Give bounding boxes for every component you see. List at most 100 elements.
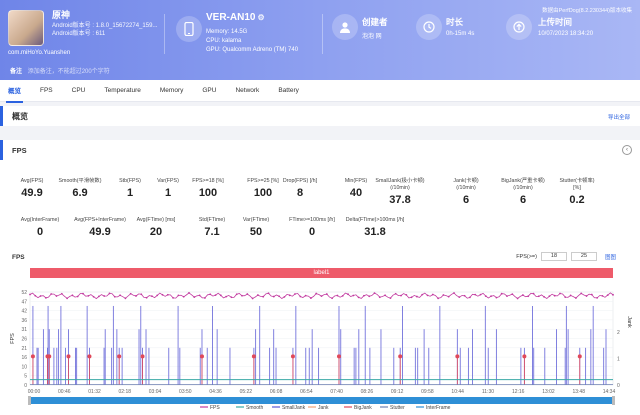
app-avatar bbox=[8, 10, 44, 46]
fps-point bbox=[564, 296, 567, 299]
right-tick-label: 0 bbox=[617, 383, 620, 389]
fps-point bbox=[559, 292, 561, 295]
fps-point bbox=[378, 296, 381, 299]
threshold-input-b[interactable]: 25 bbox=[570, 252, 597, 261]
apply-link[interactable]: 图图 bbox=[604, 254, 616, 261]
tab-temperature[interactable]: Temperature bbox=[104, 87, 141, 94]
fps-point bbox=[55, 295, 58, 297]
fps-point bbox=[416, 295, 418, 298]
legend-label: BigJank bbox=[354, 405, 372, 411]
y-tick-label: 16 bbox=[21, 355, 27, 361]
metric-fps-18: FPS>=18 [%] 100 bbox=[178, 178, 238, 199]
fps-point bbox=[66, 297, 68, 300]
tab-fps[interactable]: FPS bbox=[40, 87, 53, 94]
bigjank-marker bbox=[87, 354, 92, 359]
fps-point bbox=[225, 295, 228, 298]
fps-point bbox=[119, 294, 121, 297]
fps-point bbox=[484, 295, 487, 297]
y-tick-label: 52 bbox=[21, 290, 27, 296]
metric-stb: Stb(FPS) 1 bbox=[100, 178, 160, 199]
app-info: 原神 Android版本号 : 1.8.0_15672274_159... An… bbox=[8, 8, 160, 56]
metric-avg: Avg(FPS+InterFrame) 49.9 bbox=[70, 217, 130, 238]
settings-icon[interactable]: ⚙ bbox=[257, 13, 265, 22]
timeline-brush bbox=[30, 397, 613, 404]
y-tick-label: 21 bbox=[21, 346, 27, 352]
fps-point bbox=[612, 293, 614, 296]
metric-label: FPS>=25 [%] bbox=[247, 178, 279, 184]
tab-battery[interactable]: Battery bbox=[278, 87, 299, 94]
fps-point bbox=[304, 294, 307, 297]
bigjank-marker bbox=[30, 354, 35, 359]
metric-value: 40 bbox=[349, 187, 363, 199]
fps-point bbox=[357, 296, 360, 299]
fps-point bbox=[76, 295, 79, 298]
export-all-link[interactable]: 导出全部 bbox=[607, 115, 630, 121]
fps-point bbox=[315, 292, 318, 295]
fps-point bbox=[50, 293, 53, 295]
note-input[interactable]: 添加备注，不能超过200个字符 bbox=[27, 69, 110, 75]
fps-point bbox=[310, 297, 312, 299]
metric-label: Stb(FPS) bbox=[119, 178, 141, 184]
metric-label: Avg(InterFrame) bbox=[20, 217, 60, 223]
bigjank-marker bbox=[577, 354, 582, 359]
metric-value: 100 bbox=[198, 187, 218, 199]
tab-overview[interactable]: 概览 bbox=[6, 79, 23, 103]
y-tick-label: 36 bbox=[21, 318, 27, 324]
tab-memory[interactable]: Memory bbox=[159, 87, 184, 94]
fps-point bbox=[426, 294, 429, 297]
metric-label: Var(FTime) bbox=[242, 217, 270, 223]
threshold-label: FPS(>=) bbox=[516, 253, 537, 260]
fps-point bbox=[288, 294, 291, 297]
upload-icon bbox=[506, 14, 532, 40]
fps-point bbox=[262, 295, 265, 298]
y-tick-label: 5 bbox=[24, 374, 27, 380]
fps-point bbox=[569, 294, 572, 297]
metric-value: 50 bbox=[249, 226, 263, 238]
metric-ftime-100ms-h: FTime>=100ms [/h] 0 bbox=[282, 217, 342, 238]
device-cpu: CPU: kalama bbox=[206, 38, 242, 44]
fps-point bbox=[575, 297, 577, 299]
fps-point bbox=[172, 296, 175, 299]
metric-var: Var(FPS) 1 bbox=[138, 178, 198, 199]
tab-gpu[interactable]: GPU bbox=[202, 87, 217, 94]
fps-point bbox=[532, 292, 535, 295]
fps-point bbox=[251, 297, 254, 300]
tab-network[interactable]: Network bbox=[235, 87, 260, 94]
metric-avg: Avg(InterFrame) 0 bbox=[10, 217, 70, 238]
x-tick-label: 13:48 bbox=[572, 389, 585, 395]
fps-point bbox=[182, 295, 185, 298]
metric-value: 49.9 bbox=[21, 187, 43, 199]
note-row[interactable]: 备注 添加备注，不能超过200个字符 bbox=[10, 66, 110, 75]
app-name: 原神 bbox=[52, 10, 71, 20]
fps-point bbox=[368, 295, 371, 298]
fps-point bbox=[384, 294, 386, 297]
bigjank-marker bbox=[140, 354, 145, 359]
fps-point bbox=[506, 295, 508, 297]
user-icon bbox=[332, 14, 358, 40]
fps-point bbox=[442, 294, 445, 296]
metric-value: 31.8 bbox=[364, 226, 386, 238]
fps-point bbox=[373, 292, 376, 295]
fps-point bbox=[151, 295, 153, 298]
fps-panel-header: FPS ‹ bbox=[0, 140, 640, 160]
fps-point bbox=[320, 295, 323, 298]
fps-point bbox=[71, 294, 74, 297]
creator-value: 泡泡 网 bbox=[362, 34, 382, 40]
label-bar[interactable]: label1 bbox=[30, 268, 613, 278]
y-tick-label: 47 bbox=[21, 299, 27, 305]
metric-std: Std(FTime) 7.1 bbox=[182, 217, 242, 238]
fps-point bbox=[140, 293, 143, 296]
threshold-input-a[interactable]: 18 bbox=[540, 252, 567, 261]
x-tick-label: 06:08 bbox=[270, 389, 283, 395]
x-tick-label: 03:04 bbox=[149, 389, 162, 395]
fps-point bbox=[474, 293, 477, 296]
tab-cpu[interactable]: CPU bbox=[71, 87, 86, 94]
fps-point bbox=[98, 295, 100, 298]
fps-point bbox=[156, 294, 159, 297]
collapse-icon[interactable]: ‹ bbox=[622, 145, 632, 155]
overview-title: 概览 bbox=[12, 112, 28, 121]
fps-point bbox=[209, 293, 212, 296]
metric-value: 49.9 bbox=[89, 226, 111, 238]
fps-point bbox=[294, 293, 296, 295]
fps-point bbox=[129, 292, 132, 295]
